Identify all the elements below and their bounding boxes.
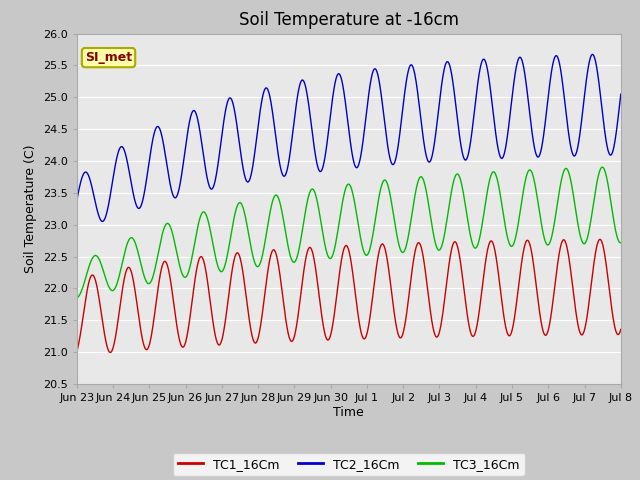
Legend: TC1_16Cm, TC2_16Cm, TC3_16Cm: TC1_16Cm, TC2_16Cm, TC3_16Cm	[173, 453, 525, 476]
Y-axis label: Soil Temperature (C): Soil Temperature (C)	[24, 144, 37, 273]
X-axis label: Time: Time	[333, 406, 364, 419]
Title: Soil Temperature at -16cm: Soil Temperature at -16cm	[239, 11, 459, 29]
Text: SI_met: SI_met	[85, 51, 132, 64]
